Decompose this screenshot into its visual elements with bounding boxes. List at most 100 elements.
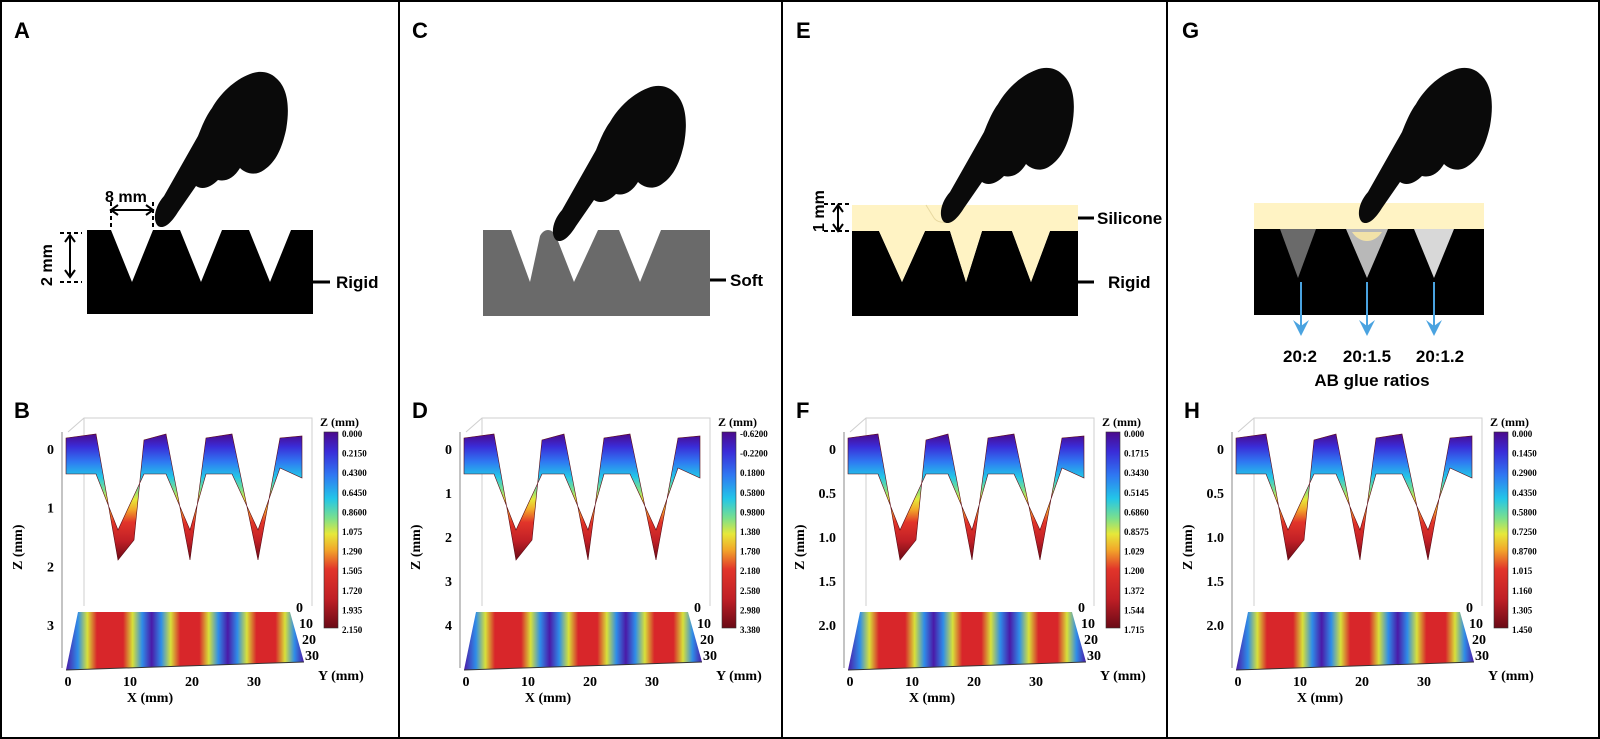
z-tick-label: 2.0: [1207, 619, 1225, 634]
colorbar-label: 0.6450: [342, 488, 367, 498]
z-tick-label: 0: [47, 443, 54, 458]
x-tick-label: 0: [847, 675, 854, 690]
z-tick-label: 3: [445, 575, 452, 590]
colorbar-label: 1.450: [1512, 625, 1533, 635]
y-tick-label: 20: [1472, 633, 1486, 648]
y-axis-label: Y (mm): [1488, 669, 1534, 684]
z-tick-label: 2: [445, 531, 452, 546]
y-tick-label: 30: [1087, 649, 1101, 664]
colorbar-label: 0.5145: [1124, 488, 1149, 498]
colorbar-label: 0.1715: [1124, 449, 1149, 459]
ratio-label-1: 20:2: [1283, 347, 1317, 366]
y-tick-label: 20: [1084, 633, 1098, 648]
pointing-hand-icon: [1358, 67, 1492, 224]
x-tick-label: 30: [645, 675, 659, 690]
colorbar-title: Z (mm): [1102, 415, 1141, 429]
panel-letter-f: F: [796, 398, 809, 423]
x-axis-label: X (mm): [127, 691, 174, 706]
colorbar-label: 1.715: [1124, 625, 1145, 635]
colorbar-label: 1.305: [1512, 605, 1533, 615]
x-axis-label: X (mm): [525, 691, 572, 706]
y-tick-label: 0: [296, 601, 303, 616]
colorbar-label: -0.6200: [740, 429, 768, 439]
material-label-a: Rigid: [336, 273, 379, 292]
colorbar-title: Z (mm): [1490, 415, 1529, 429]
colorbar-label: 0.2150: [342, 449, 367, 459]
surface-plot-f: F00.51.01.52.0Z (mm)0 10 20 30X (mm)0102030…: [793, 398, 1149, 706]
double-headed-arrow-icon: [824, 203, 852, 233]
colorbar-label: 1.290: [342, 547, 363, 557]
y-tick-label: 20: [700, 633, 714, 648]
colorbar-label: 1.200: [1124, 566, 1145, 576]
x-tick-label: 30: [1417, 675, 1431, 690]
x-tick-label: 10: [123, 675, 137, 690]
colorbar-label: 0.4350: [1512, 488, 1537, 498]
colorbar-label: 1.505: [342, 566, 363, 576]
groove-fill-2: [1346, 229, 1388, 278]
surface-mesh: [847, 433, 1085, 561]
colorbar-label: 1.015: [1512, 566, 1533, 576]
colorbar-label: 0.3430: [1124, 468, 1149, 478]
z-tick-label: 0.5: [1207, 487, 1225, 502]
z-tick-label: 1: [445, 487, 452, 502]
colorbar-label: 1.780: [740, 547, 761, 557]
x-tick-label: 0: [463, 675, 470, 690]
colorbar: [721, 431, 737, 629]
panel-letter-h: H: [1184, 398, 1200, 423]
silicone-layer-e: [852, 205, 1078, 231]
colorbar-label: 1.935: [342, 605, 363, 615]
z-tick-label: 2.0: [819, 619, 837, 634]
contour-floor: [464, 612, 702, 670]
groove-fill-3: [1414, 229, 1454, 278]
x-tick-label: 10: [521, 675, 535, 690]
frame-panel-4: [1166, 0, 1600, 739]
z-tick-label: 0: [1217, 443, 1224, 458]
z-axis-label: Z (mm): [1181, 524, 1196, 570]
z-tick-label: 1.5: [819, 575, 837, 590]
colorbar-label: 1.380: [740, 527, 761, 537]
z-tick-label: 1: [47, 502, 54, 517]
ratio-label-2: 20:1.5: [1343, 347, 1391, 366]
z-tick-label: 2: [47, 560, 54, 575]
x-tick-label: 10: [1293, 675, 1307, 690]
colorbar: [323, 431, 339, 629]
x-tick-label: 30: [1029, 675, 1043, 690]
x-tick-label: 20: [185, 675, 199, 690]
y-tick-label: 30: [703, 649, 717, 664]
z-tick-label: 1.5: [1207, 575, 1225, 590]
x-tick-label: 20: [583, 675, 597, 690]
ratio-caption: AB glue ratios: [1314, 371, 1429, 390]
surface-mesh: [463, 433, 701, 561]
colorbar: [1493, 431, 1509, 629]
x-tick-label: 30: [247, 675, 261, 690]
z-axis-label: Z (mm): [409, 524, 424, 570]
surface-mesh: [1235, 433, 1473, 561]
y-tick-label: 20: [302, 633, 316, 648]
y-tick-label: 0: [1466, 601, 1473, 616]
surface-plot-h: H00.51.01.52.0Z (mm)0 10 20 30X (mm)0102030…: [1181, 398, 1537, 706]
y-tick-label: 10: [1081, 617, 1095, 632]
colorbar-title: Z (mm): [718, 415, 757, 429]
z-axis-label: Z (mm): [11, 524, 26, 570]
z-tick-label: 0: [445, 443, 452, 458]
colorbar-label: 1.544: [1124, 605, 1145, 615]
x-axis-label: X (mm): [909, 691, 956, 706]
z-tick-label: 0: [829, 443, 836, 458]
double-headed-arrow-icon: [109, 202, 155, 228]
colorbar: [1105, 431, 1121, 629]
x-tick-label: 0: [65, 675, 72, 690]
colorbar-label: 0.9800: [740, 507, 765, 517]
colorbar-label: 0.6860: [1124, 507, 1149, 517]
x-tick-label: 20: [967, 675, 981, 690]
y-tick-label: 30: [1475, 649, 1489, 664]
colorbar-label: 0.000: [342, 429, 363, 439]
panel-letter-g: G: [1182, 18, 1199, 43]
silicone-label: Silicone: [1097, 209, 1162, 228]
y-tick-label: 30: [305, 649, 319, 664]
z-tick-label: 1.0: [1207, 531, 1225, 546]
panel-letter-a: A: [14, 18, 30, 43]
